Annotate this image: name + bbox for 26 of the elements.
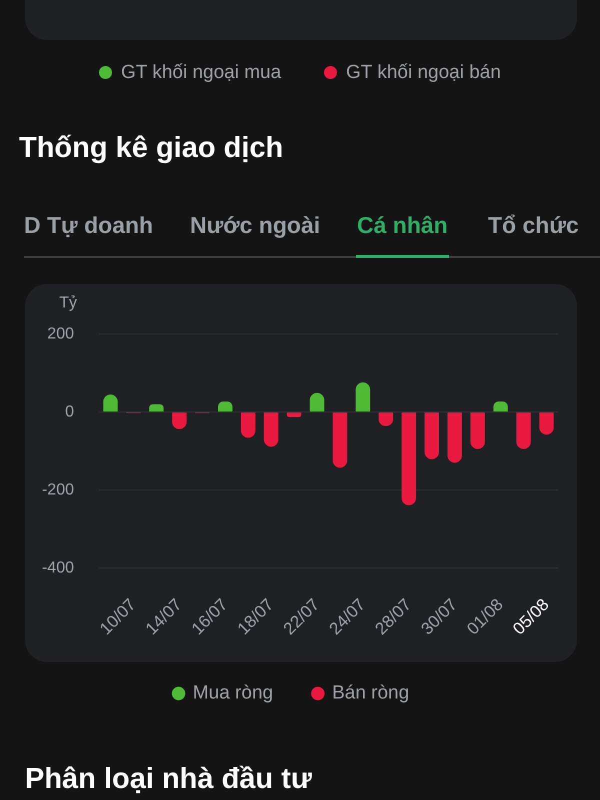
y-tick-label: 200 [47, 325, 74, 342]
bar [264, 412, 278, 447]
bar [356, 382, 370, 412]
chart-title: Thống kê giao dịch [19, 131, 284, 165]
bar [470, 412, 485, 450]
bar [402, 412, 416, 506]
bar [286, 412, 302, 418]
text: GT khối ngoại bán [346, 61, 501, 85]
bar [424, 412, 440, 460]
bar [447, 412, 462, 463]
bar [332, 412, 348, 468]
text: D Tự doanh [24, 211, 154, 240]
text: GT khối ngoại mua [121, 61, 282, 85]
y-tick-label: -400 [42, 559, 74, 576]
legend-label: Bán ròng [332, 682, 410, 704]
text: Nước ngoài [190, 211, 320, 240]
legend-label: Mua ròng [192, 682, 274, 704]
bar [149, 404, 164, 412]
text: Phân loại nhà đầu tư [25, 762, 312, 796]
bar [240, 412, 256, 438]
y-tick-label: 0 [65, 403, 74, 420]
text: Tổ chức [488, 211, 579, 240]
y-tick-label: -200 [42, 481, 74, 498]
y-axis-title: Tỷ [59, 294, 77, 312]
bar [516, 412, 531, 450]
text: Cá nhân [357, 211, 448, 240]
